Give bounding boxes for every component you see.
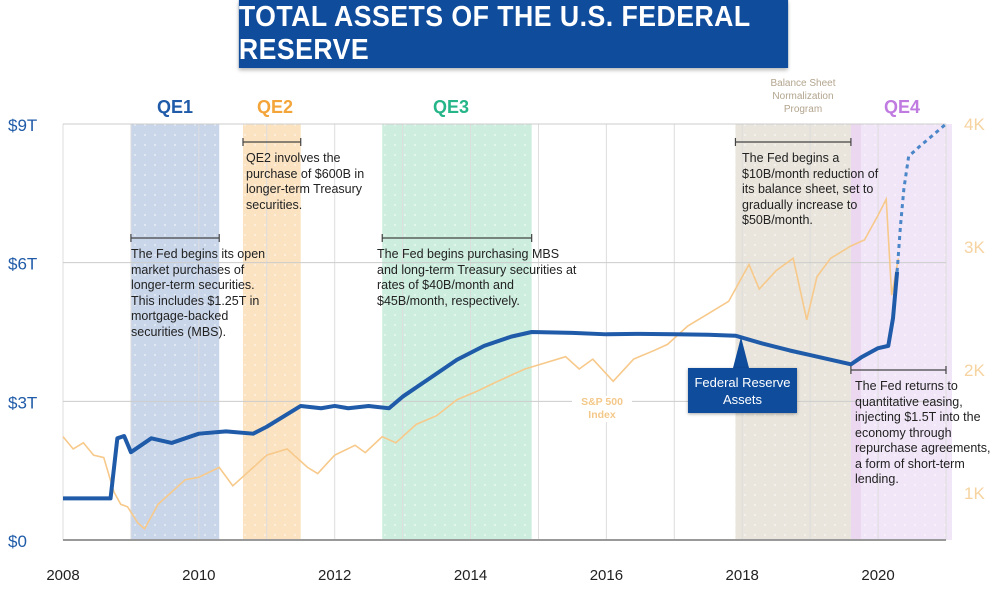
y-right-tick-label: 1K bbox=[964, 484, 985, 503]
fed-assets-label: Federal Reserve Assets bbox=[688, 368, 797, 413]
bracket-qe3 bbox=[381, 234, 533, 242]
y-left-tick-label: $6T bbox=[8, 255, 37, 274]
band-dots-1 bbox=[242, 124, 301, 540]
band-label-qe3: QE3 bbox=[433, 97, 470, 117]
annotation-qe2: QE2 involves the purchase of $600B in lo… bbox=[246, 151, 365, 212]
annotation-normalization: The Fed begins a $10B/month reduction of… bbox=[742, 151, 879, 227]
fed-assets-projected-line bbox=[895, 122, 947, 273]
bracket-normalization bbox=[734, 138, 852, 146]
qe4-edge bbox=[850, 124, 861, 540]
fed-assets-line bbox=[63, 271, 900, 501]
bracket-qe4 bbox=[850, 366, 947, 374]
y-left-tick-label: $0 bbox=[8, 532, 27, 551]
band-dots-3 bbox=[735, 124, 851, 540]
sp500-line bbox=[62, 196, 900, 531]
x-tick-label: 2016 bbox=[590, 567, 623, 584]
bracket-qe2 bbox=[242, 138, 302, 146]
band-dots-4 bbox=[850, 124, 952, 540]
band-label-qe2: QE2 bbox=[257, 97, 294, 117]
annotation-qe3: The Fed begins purchasing MBS and long-t… bbox=[377, 247, 577, 308]
x-tick-label: 2008 bbox=[46, 567, 79, 584]
band-label-qe4: QE4 bbox=[884, 97, 921, 117]
annotation-qe4: The Fed returns to quantitative easing, … bbox=[855, 379, 991, 486]
x-tick-label: 2020 bbox=[861, 567, 894, 584]
y-right-tick-label: 4K bbox=[964, 115, 985, 134]
y-right-tick-label: 2K bbox=[964, 361, 985, 380]
annotation-qe1: The Fed begins its open market purchases… bbox=[131, 247, 266, 339]
x-tick-label: 2018 bbox=[726, 567, 759, 584]
chart-title: TOTAL ASSETS OF THE U.S. FEDERAL RESERVE bbox=[238, 0, 789, 68]
sp500-label: S&P 500 Index bbox=[572, 396, 632, 422]
band-dots-0 bbox=[130, 124, 220, 540]
x-tick-label: 2010 bbox=[182, 567, 215, 584]
y-left-tick-label: $9T bbox=[8, 116, 37, 135]
band-label-qe1: QE1 bbox=[157, 97, 194, 117]
callout-pointer bbox=[733, 337, 749, 368]
y-left-tick-label: $3T bbox=[8, 393, 37, 412]
x-tick-label: 2014 bbox=[454, 567, 487, 584]
bracket-qe1 bbox=[130, 234, 220, 242]
band-label-normalization: Balance Sheet Normalization Program bbox=[770, 78, 836, 115]
x-tick-label: 2012 bbox=[318, 567, 351, 584]
y-right-tick-label: 3K bbox=[964, 238, 985, 257]
band-dots-2 bbox=[382, 124, 532, 540]
